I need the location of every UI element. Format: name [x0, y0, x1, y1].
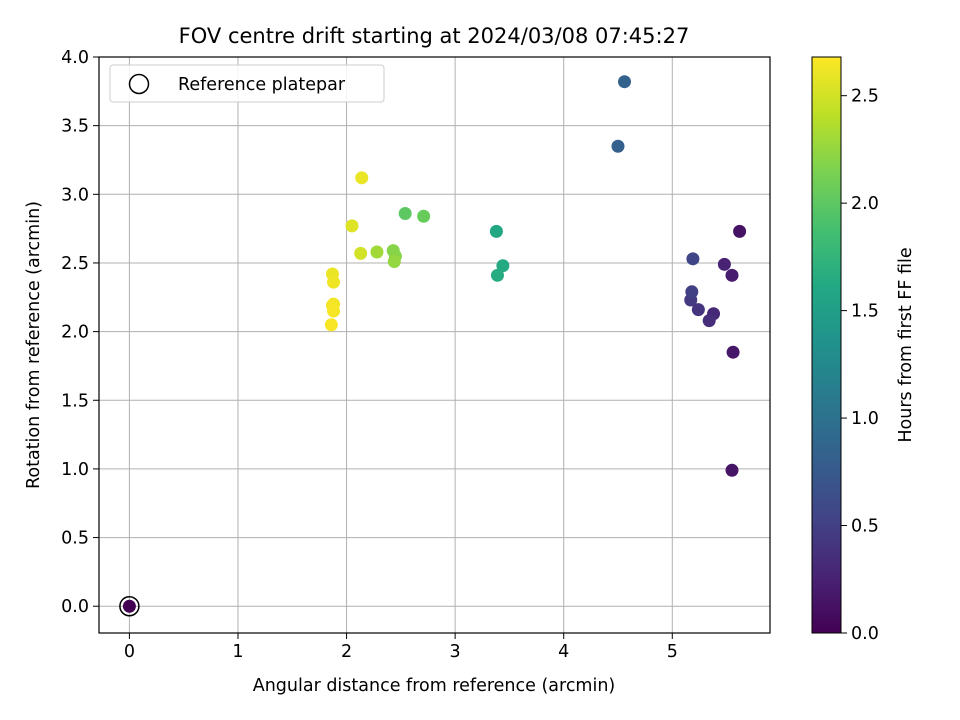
- y-tick-label: 0.5: [61, 529, 89, 549]
- y-tick-label: 3.0: [61, 185, 89, 205]
- y-tick-label: 0.0: [61, 597, 89, 617]
- data-point: [733, 224, 747, 238]
- x-axis-label: Angular distance from reference (arcmin): [253, 676, 616, 696]
- legend-entry-reference: Reference platepar: [178, 75, 346, 95]
- x-tick-label: 3: [450, 642, 461, 662]
- colorbar-tick-label: 2.0: [851, 194, 879, 214]
- y-tick-label: 2.5: [61, 254, 89, 274]
- data-point: [726, 345, 740, 359]
- data-point: [702, 314, 716, 328]
- colorbar-tick-label: 0.0: [851, 624, 879, 644]
- x-tick-label: 4: [558, 642, 569, 662]
- y-tick-label: 4.0: [61, 48, 89, 68]
- legend: Reference platepar: [109, 64, 385, 103]
- colorbar-tick-label: 1.0: [851, 409, 879, 429]
- legend-marker-reference: [128, 73, 150, 95]
- data-point: [611, 139, 625, 153]
- y-axis-ticks: 0.0 0.5 1.0 1.5 2.0 2.5 3.0 3.5 4.0: [61, 48, 99, 617]
- colorbar-tick-label: 2.5: [851, 87, 879, 107]
- y-axis-label: Rotation from reference (arcmin): [24, 201, 44, 489]
- y-tick-label: 1.0: [61, 460, 89, 480]
- data-point: [725, 268, 739, 282]
- data-point: [717, 257, 731, 271]
- data-point: [355, 171, 369, 185]
- colorbar-label: Hours from first FF file: [896, 247, 916, 442]
- y-tick-label: 3.5: [61, 117, 89, 137]
- data-point: [370, 245, 384, 259]
- legend-box: [109, 64, 385, 103]
- data-point: [345, 219, 359, 233]
- data-point: [490, 268, 504, 282]
- data-point: [417, 209, 431, 223]
- y-tick-label: 2.0: [61, 323, 89, 343]
- colorbar-gradient: [811, 56, 842, 634]
- colorbar: 0.0 0.5 1.0 1.5 2.0 2.5 Hours from first FF f…: [811, 56, 916, 644]
- colorbar-ticks: 0.0 0.5 1.0 1.5 2.0 2.5: [841, 87, 879, 644]
- data-point: [122, 599, 136, 613]
- chart-title: FOV centre drift starting at 2024/03/08 …: [179, 24, 690, 48]
- data-point: [618, 75, 632, 89]
- data-point: [354, 246, 368, 260]
- data-point: [327, 275, 341, 289]
- x-axis-ticks: 0 1 2 3 4 5: [124, 633, 678, 662]
- data-point: [685, 285, 699, 299]
- x-tick-label: 5: [667, 642, 678, 662]
- grid-lines: [99, 56, 770, 633]
- data-point: [686, 252, 700, 266]
- plot-frame: [98, 56, 771, 634]
- data-point: [691, 303, 705, 317]
- data-point: [398, 207, 412, 221]
- data-point: [496, 259, 510, 273]
- y-tick-label: 1.5: [61, 391, 89, 411]
- data-point: [324, 318, 338, 332]
- data-point: [387, 255, 401, 269]
- data-points: [119, 75, 747, 617]
- x-tick-label: 1: [232, 642, 243, 662]
- reference-marker: [119, 595, 140, 617]
- data-point: [327, 304, 341, 318]
- x-tick-label: 0: [124, 642, 135, 662]
- data-point: [725, 463, 739, 477]
- colorbar-tick-label: 1.5: [851, 302, 879, 322]
- data-point: [489, 224, 503, 238]
- colorbar-tick-label: 0.5: [851, 517, 879, 537]
- x-tick-label: 2: [341, 642, 352, 662]
